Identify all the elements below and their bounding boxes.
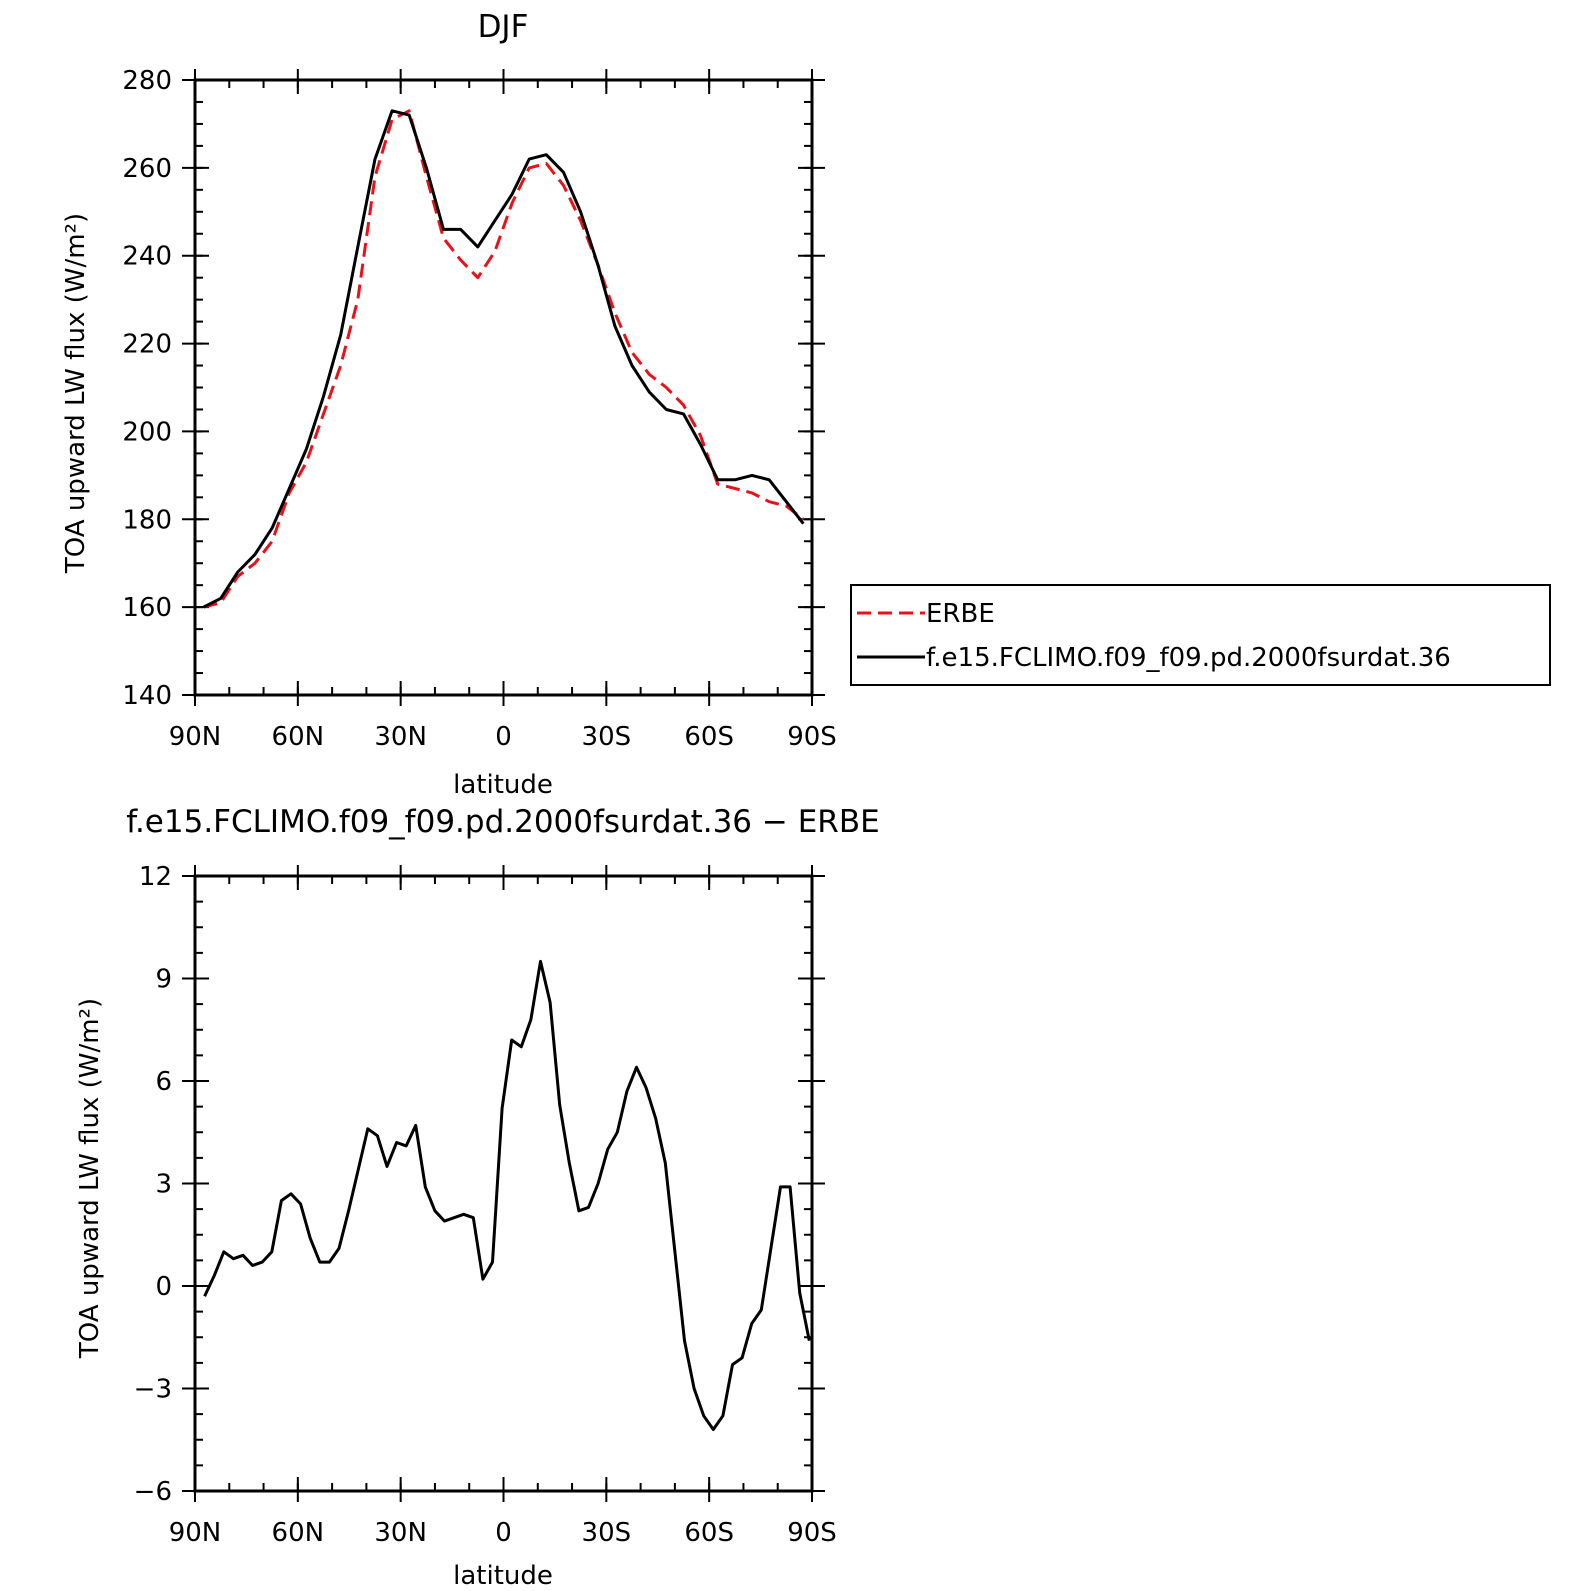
top-x-tick-label: 90S [787, 722, 837, 752]
bottom-panel: f.e15.FCLIMO.f09_f09.pd.2000fsurdat.36 −… [75, 804, 880, 1591]
bottom-y-tick-label: 3 [155, 1170, 172, 1200]
top-x-axis-label: latitude [453, 770, 553, 800]
top-series-line-1 [202, 109, 805, 609]
bottom-x-tick-label: 30N [374, 1518, 427, 1548]
bottom-y-tick-label: 12 [139, 862, 172, 892]
top-y-tick-label: 240 [122, 242, 172, 272]
bottom-x-tick-label: 60S [684, 1518, 734, 1548]
top-y-tick-label: 200 [122, 417, 172, 447]
top-panel: DJF 90N 60N 30N 0 30S 60S 90S 140 160 180 200 220 24… [61, 9, 837, 800]
top-x-tick-label: 60S [684, 722, 734, 752]
bottom-x-tick-label: 60N [272, 1518, 325, 1548]
bottom-y-tick-label: −3 [134, 1375, 172, 1405]
legend: ERBE f.e15.FCLIMO.f09_f09.pd.2000fsurdat… [850, 584, 1551, 686]
top-y-tick-label: 180 [122, 505, 172, 535]
bottom-plot-area: 90N 60N 30N 0 30S 60S 90S −6 −3 0 3 6 9 12 [134, 862, 837, 1548]
top-plot-frame [193, 78, 814, 697]
top-y-axis-label: TOA upward LW flux (W/m²) [61, 213, 91, 574]
bottom-x-tick-label: 30S [582, 1518, 632, 1548]
top-series-line-0 [203, 109, 805, 609]
bottom-x-tick-label: 90N [169, 1518, 222, 1548]
bottom-chart-title: f.e15.FCLIMO.f09_f09.pd.2000fsurdat.36 −… [126, 804, 879, 840]
bottom-series-line-0 [203, 959, 811, 1431]
top-y-tick-label: 220 [122, 330, 172, 360]
top-x-tick-label: 0 [495, 722, 512, 752]
top-plot-area: 90N 60N 30N 0 30S 60S 90S 140 160 180 200 220 240 260… [122, 66, 836, 752]
top-x-tick-label: 30N [374, 722, 427, 752]
bottom-y-tick-label: −6 [134, 1477, 172, 1507]
legend-label-model: f.e15.FCLIMO.f09_f09.pd.2000fsurdat.36 [926, 643, 1451, 673]
bottom-x-tick-label: 0 [495, 1518, 512, 1548]
top-chart-title: DJF [478, 9, 529, 45]
top-x-tick-label: 30S [582, 722, 632, 752]
legend-label-erbe: ERBE [926, 599, 995, 629]
bottom-plot-frame [193, 874, 814, 1493]
top-x-tick-label: 90N [169, 722, 222, 752]
bottom-y-tick-label: 0 [155, 1272, 172, 1302]
top-y-tick-label: 140 [122, 681, 172, 711]
bottom-y-tick-label: 6 [155, 1067, 172, 1097]
bottom-x-tick-label: 90S [787, 1518, 837, 1548]
top-y-tick-label: 160 [122, 593, 172, 623]
bottom-y-tick-label: 9 [155, 965, 172, 995]
top-x-tick-label: 60N [272, 722, 325, 752]
top-y-tick-label: 260 [122, 154, 172, 184]
legend-box [850, 584, 1551, 686]
bottom-x-axis-label: latitude [453, 1561, 553, 1591]
bottom-y-axis-label: TOA upward LW flux (W/m²) [75, 998, 105, 1359]
top-y-tick-label: 280 [122, 66, 172, 96]
